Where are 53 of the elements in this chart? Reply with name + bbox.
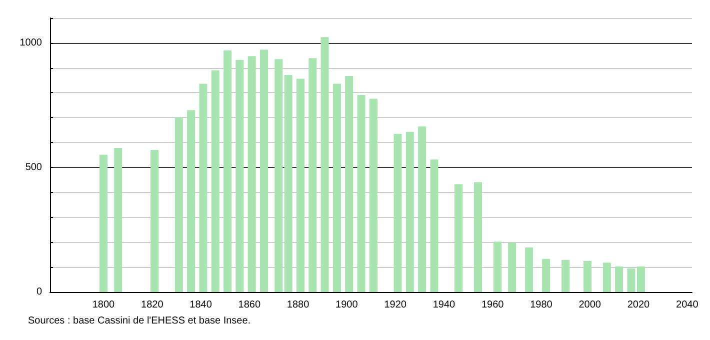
bar [508,242,516,292]
bar [493,242,502,292]
bar [345,76,354,292]
bar [542,258,550,292]
x-tick-label: 1960 [481,300,504,310]
bar [615,266,624,292]
bar [236,60,244,292]
x-tick-label: 2000 [578,300,602,310]
bar [562,260,570,292]
y-tick-label: 500 [25,162,42,173]
x-tick-label: 1920 [384,300,407,310]
bar [248,56,256,292]
bar [583,260,592,292]
x-tick-label: 1880 [286,300,310,310]
bar [332,84,341,292]
bar [100,154,108,292]
bar [260,50,268,292]
bar [224,50,232,292]
x-tick-label: 1820 [141,300,164,310]
bar [602,262,611,292]
x-tick-label: 1860 [238,300,261,310]
x-tick-label: 1900 [336,300,358,310]
bar [394,134,402,292]
x-tick-label: 1940 [432,300,456,310]
source-note: Sources : base Cassini de l'EHESS et base Insee. [28,316,251,326]
bar [474,182,482,292]
bar [636,266,645,292]
bar [406,132,414,292]
bar [418,126,426,292]
bar [211,70,220,292]
y-tick-label: 1000 [20,37,42,48]
bar [150,150,159,292]
bar [525,247,534,292]
x-tick-label: 1800 [92,300,116,310]
bar [308,58,317,292]
x-tick-label: 1980 [530,300,553,310]
bar [320,37,329,292]
bar [187,110,196,292]
bar [369,98,378,292]
bar [454,184,463,292]
bar [357,94,366,292]
x-tick-label: 1840 [190,300,212,310]
bar [174,118,183,292]
bar [430,159,438,292]
bar [274,59,283,292]
bar [199,84,208,292]
x-tick-label: 2020 [627,300,650,310]
bar [284,75,292,292]
bar [296,78,304,292]
bar [114,148,122,292]
bar [627,268,636,292]
y-tick-label: 0 [36,286,42,298]
x-tick-label: 2040 [676,300,699,310]
